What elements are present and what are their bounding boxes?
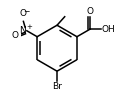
Text: −: −: [24, 7, 30, 16]
Text: O: O: [20, 9, 27, 18]
Text: OH: OH: [102, 25, 115, 34]
Text: N: N: [19, 26, 26, 35]
Text: Br: Br: [52, 82, 62, 91]
Text: O: O: [87, 7, 94, 16]
Text: +: +: [27, 24, 33, 30]
Text: O: O: [12, 31, 19, 40]
